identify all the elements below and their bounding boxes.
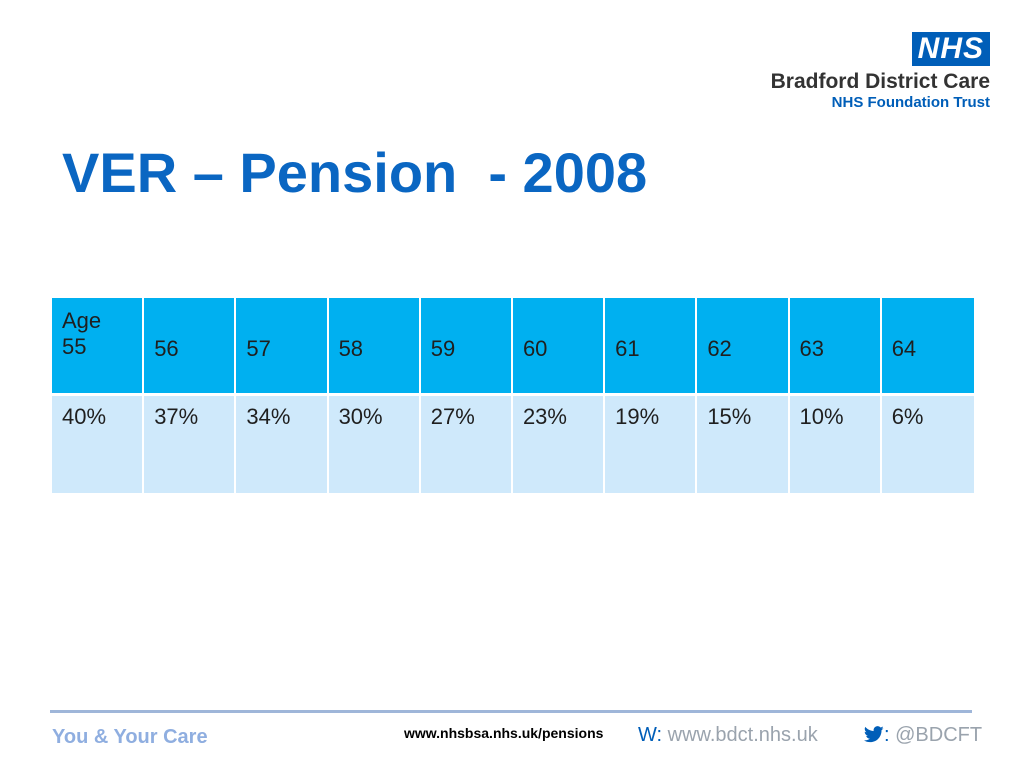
table-cell-age: 57 — [236, 298, 329, 396]
table-cell-age: 56 — [144, 298, 237, 396]
table-cell-age: Age 55 — [52, 298, 145, 396]
table-cell-percentage: 6% — [881, 396, 974, 493]
cell-text: 58 — [338, 336, 364, 361]
twitter-separator: : — [884, 724, 890, 746]
website-link[interactable]: www.bdct.nhs.uk — [667, 724, 818, 746]
org-name: Bradford District Care — [770, 70, 990, 93]
footer-website: W: www.bdct.nhs.uk — [638, 724, 818, 747]
footer-divider — [50, 710, 972, 713]
footer-twitter: : @BDCFT — [863, 724, 983, 749]
org-subtitle: NHS Foundation Trust — [831, 94, 990, 111]
table-cell-age: 61 — [605, 298, 698, 396]
table-cell-age: 58 — [328, 298, 421, 396]
web-label: W: — [638, 724, 663, 746]
pension-table: Age 55 56 57 58 59 60 61 62 63 64 40% 37… — [52, 298, 974, 493]
table-cell-percentage: 10% — [789, 396, 882, 493]
cell-text: Age 55 — [62, 308, 102, 359]
footer-tagline: You & Your Care — [52, 726, 208, 748]
table-header-row: Age 55 56 57 58 59 60 61 62 63 64 — [52, 298, 974, 396]
table-cell-age: 63 — [789, 298, 882, 396]
table-cell-percentage: 34% — [236, 396, 329, 493]
twitter-bird-icon — [863, 726, 884, 749]
table-cell-age: 62 — [697, 298, 790, 396]
cell-text: 56 — [154, 336, 179, 361]
twitter-handle[interactable]: @BDCFT — [895, 724, 983, 746]
table-cell-age: 64 — [881, 298, 974, 396]
cell-text: 63 — [799, 336, 824, 361]
nhs-logo: NHS Bradford District Care NHS Foundatio… — [750, 32, 990, 111]
table-value-row: 40% 37% 34% 30% 27% 23% 19% 15% 10% 6% — [52, 396, 974, 493]
table-cell-percentage: 37% — [144, 396, 237, 493]
table-cell-age: 59 — [420, 298, 513, 396]
table-cell-percentage: 40% — [52, 396, 145, 493]
pensions-link[interactable]: www.nhsbsa.nhs.uk/pensions — [404, 725, 604, 741]
cell-text: 59 — [430, 336, 456, 361]
cell-text: 61 — [615, 336, 640, 361]
slide-title: VER – Pension - 2008 — [62, 141, 648, 204]
cell-text: 57 — [246, 336, 271, 361]
nhs-badge: NHS — [911, 32, 990, 66]
table-cell-percentage: 19% — [605, 396, 698, 493]
table-cell-age: 60 — [512, 298, 606, 396]
cell-text: 62 — [707, 336, 732, 361]
table-cell-percentage: 15% — [697, 396, 790, 493]
table-cell-percentage: 30% — [328, 396, 421, 493]
cell-text: 64 — [891, 336, 917, 361]
table-cell-percentage: 27% — [420, 396, 513, 493]
cell-text: 60 — [522, 336, 548, 361]
table-cell-percentage: 23% — [512, 396, 606, 493]
